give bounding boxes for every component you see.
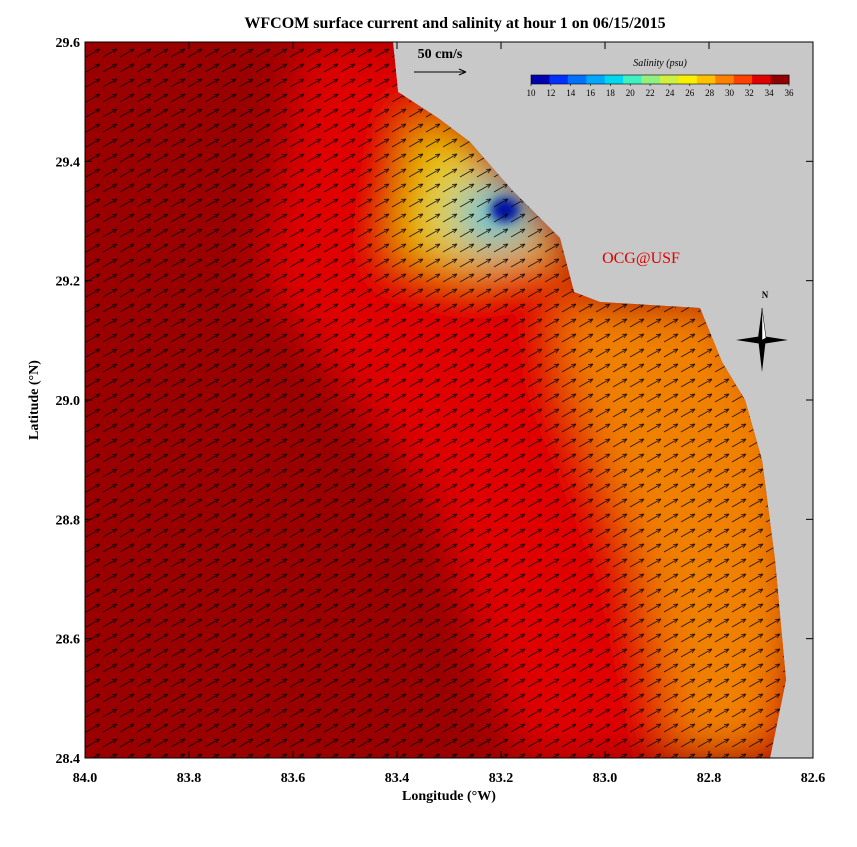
credit: OCG@USF: [602, 250, 680, 267]
y-axis-label: Latitude (°N): [27, 360, 42, 440]
compass-rose: [736, 307, 788, 372]
colorbar-segment: [604, 75, 624, 84]
colorbar-tick-label: 24: [665, 88, 675, 98]
colorbar-segment: [733, 75, 753, 84]
y-tick-label: 28.6: [56, 633, 81, 648]
colorbar-tick-label: 10: [527, 88, 537, 98]
colorbar-tick-label: 28: [705, 88, 715, 98]
colorbar-tick-label: 30: [725, 88, 735, 98]
colorbar-segment: [696, 75, 716, 84]
x-tick-label: 83.4: [385, 771, 410, 786]
colorbar-tick-label: 36: [785, 88, 795, 98]
x-axis-label: Longitude (°W): [402, 789, 496, 804]
colorbar-segment: [549, 75, 569, 84]
colorbar-segment: [623, 75, 643, 84]
colorbar-tick-label: 20: [626, 88, 636, 98]
colorbar-segment: [660, 75, 679, 84]
y-tick-label: 29.4: [56, 155, 81, 170]
x-tick-label: 83.6: [281, 771, 306, 786]
x-tick-label: 82.8: [697, 771, 722, 786]
colorbar-tick-label: 14: [566, 88, 576, 98]
colorbar: 10 12 14 16 18 20 22 24 26 28 30 32 34 36: [527, 74, 795, 98]
colorbar-tick-label: 22: [646, 88, 655, 98]
colorbar-tick-label: 18: [606, 88, 616, 98]
x-tick-label: 84.0: [73, 771, 98, 786]
x-tick-label: 83.2: [489, 771, 514, 786]
scale-label: 50 cm/s: [418, 47, 463, 62]
scale-arrow-head: [458, 68, 467, 76]
title: WFCOM surface current and salinity at ho…: [244, 15, 665, 32]
y-tick-label: 29.6: [56, 36, 81, 51]
colorbar-tick-label: 26: [685, 88, 695, 98]
colorbar-segment: [752, 75, 772, 84]
y-tick-label: 28.8: [56, 513, 81, 528]
y-tick-label: 29.0: [56, 394, 81, 409]
colorbar-segment: [770, 75, 790, 84]
colorbar-segment: [678, 75, 698, 84]
y-tick-label: 28.4: [56, 752, 81, 767]
colorbar-segment: [641, 75, 661, 84]
colorbar-segment: [586, 75, 606, 84]
colorbar-tick-label: 12: [546, 88, 555, 98]
colorbar-frame: [530, 74, 790, 85]
colorbar-segment: [567, 75, 587, 84]
x-tick-label: 82.6: [801, 771, 826, 786]
colorbar-title: Salinity (psu): [633, 58, 687, 69]
x-tick-label: 83.0: [593, 771, 618, 786]
colorbar-tick-label: 32: [745, 88, 754, 98]
colorbar-segment: [715, 75, 735, 84]
axes: 84.0 83.8 83.6 83.4 83.2 83.0 82.8 82.6 28.4 28.6…: [56, 36, 826, 786]
x-tick-label: 83.8: [177, 771, 202, 786]
colorbar-tick-label: 16: [586, 88, 596, 98]
compass-label: N: [762, 290, 769, 300]
y-tick-label: 29.2: [56, 275, 81, 290]
colorbar-tick-label: 34: [765, 88, 775, 98]
colorbar-segment: [531, 75, 550, 84]
